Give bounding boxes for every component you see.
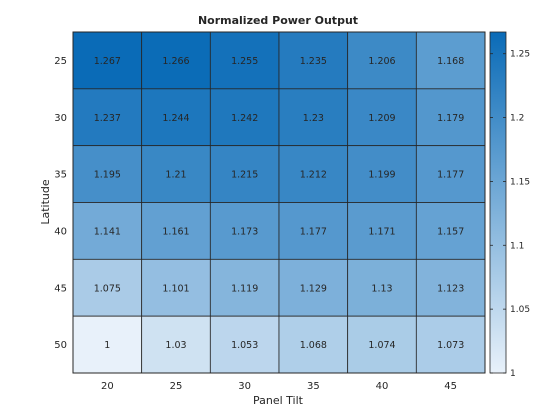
heatmap-cell	[347, 31, 417, 90]
heatmap-cell	[347, 145, 417, 203]
cell-value-label: 1.179	[437, 113, 464, 124]
cell-value-label: 1.173	[231, 226, 258, 237]
colorbar-tick-label: 1.1	[510, 241, 524, 251]
colorbar-ticks: 1 1.05 1.1 1.15 1.2 1.25	[490, 50, 530, 379]
heatmap-cell	[141, 145, 211, 203]
heatmap-cell	[278, 31, 349, 90]
cell-value-label: 1.119	[231, 283, 258, 294]
cell-value-label: 1.242	[231, 113, 258, 124]
heatmap-cell-labels: 1.267 1.266 1.255 1.235 1.206 1.168 1.237 1.244…	[94, 56, 465, 351]
heatmap-cell	[278, 145, 349, 203]
cell-value-label: 1.101	[162, 283, 189, 294]
chart-title: Normalized Power Output	[198, 14, 358, 27]
cell-value-label: 1.267	[94, 56, 121, 67]
cell-value-label: 1.177	[437, 170, 464, 181]
heatmap-cell	[72, 202, 143, 260]
heatmap-cell	[278, 88, 349, 147]
heatmap-cell	[415, 315, 486, 374]
cell-value-label: 1.235	[300, 56, 327, 67]
heatmap-cell	[415, 88, 486, 147]
cell-value-label: 1.21	[165, 170, 186, 181]
cell-value-label: 1.209	[368, 113, 395, 124]
cell-value-label: 1.161	[162, 226, 189, 237]
heatmap-cell	[347, 202, 417, 260]
x-axis-ticks: 20 25 30 35 40 45	[101, 381, 457, 392]
cell-value-label: 1.171	[368, 226, 395, 237]
colorbar-tick-label: 1	[510, 369, 516, 379]
cell-value-label: 1.177	[300, 226, 327, 237]
cell-value-label: 1.206	[368, 56, 395, 67]
x-tick-label: 25	[170, 381, 183, 392]
colorbar-tick-label: 1.2	[510, 114, 524, 124]
heatmap-cell	[347, 258, 417, 317]
cell-value-label: 1.266	[162, 56, 189, 67]
y-tick-label: 45	[54, 283, 67, 294]
colorbar	[489, 31, 507, 374]
cell-value-label: 1.212	[300, 170, 327, 181]
cell-value-label: 1	[104, 340, 110, 351]
cell-value-label: 1.195	[94, 170, 121, 181]
heatmap-cell	[141, 31, 211, 90]
cell-value-label: 1.123	[437, 283, 464, 294]
heatmap-cell	[278, 258, 349, 317]
cell-value-label: 1.13	[371, 283, 392, 294]
heatmap-cell	[415, 31, 486, 90]
heatmap-cell	[209, 258, 280, 317]
cell-value-label: 1.157	[437, 226, 464, 237]
cell-value-label: 1.168	[437, 56, 464, 67]
y-tick-label: 40	[54, 226, 67, 237]
colorbar-tick-label: 1.15	[510, 177, 530, 187]
x-tick-label: 40	[376, 381, 389, 392]
y-axis-ticks: 25 30 35 40 45 50	[54, 56, 67, 351]
y-tick-label: 30	[54, 113, 67, 124]
y-tick-label: 50	[54, 340, 67, 351]
heatmap-cell	[415, 145, 486, 203]
heatmap-cell	[72, 145, 143, 203]
cell-value-label: 1.237	[94, 113, 121, 124]
cell-value-label: 1.141	[94, 226, 121, 237]
heatmap-cell	[72, 31, 143, 90]
x-tick-label: 30	[238, 381, 251, 392]
colorbar-tick-label: 1.05	[510, 305, 530, 315]
heatmap-cell	[347, 315, 417, 374]
cell-value-label: 1.215	[231, 170, 258, 181]
heatmap-cell	[141, 202, 211, 260]
heatmap-cell	[141, 88, 211, 147]
x-tick-label: 35	[307, 381, 320, 392]
cell-value-label: 1.129	[300, 283, 327, 294]
cell-value-label: 1.074	[368, 340, 395, 351]
y-tick-label: 25	[54, 56, 67, 67]
plot-frame	[72, 31, 486, 374]
cell-value-label: 1.068	[300, 340, 327, 351]
cell-value-label: 1.23	[303, 113, 324, 124]
cell-value-label: 1.03	[165, 340, 186, 351]
colorbar-tick-label: 1.25	[510, 50, 530, 60]
heatmap-cell	[278, 202, 349, 260]
cell-value-label: 1.244	[162, 113, 189, 124]
x-tick-label: 45	[444, 381, 457, 392]
cell-value-label: 1.075	[94, 283, 121, 294]
cell-value-label: 1.073	[437, 340, 464, 351]
heatmap-cell	[72, 258, 143, 317]
y-tick-label: 35	[54, 170, 67, 181]
cell-value-label: 1.199	[368, 170, 395, 181]
cell-value-label: 1.255	[231, 56, 258, 67]
cell-value-label: 1.053	[231, 340, 258, 351]
heatmap-cell	[209, 202, 280, 260]
y-axis-label: Latitude	[39, 179, 52, 225]
heatmap-cells	[72, 31, 486, 374]
x-axis-label: Panel Tilt	[253, 394, 304, 407]
heatmap-cell	[72, 315, 143, 374]
x-tick-label: 20	[101, 381, 114, 392]
